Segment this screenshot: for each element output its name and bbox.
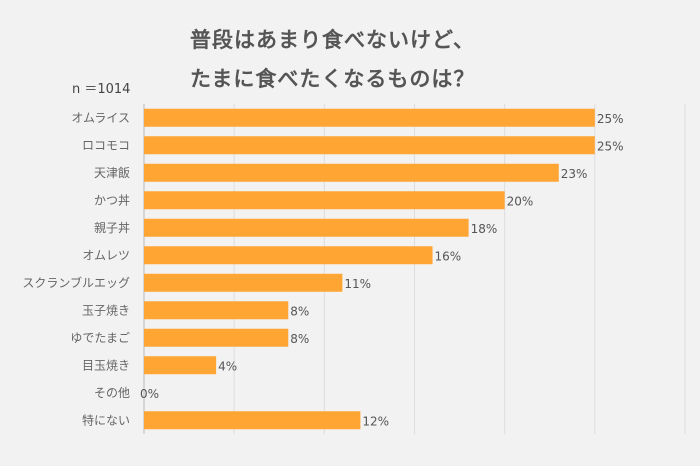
category-label: オムレツ	[82, 248, 130, 262]
value-label: 11%	[344, 277, 371, 291]
bar	[144, 218, 469, 237]
value-label: 25%	[597, 112, 624, 126]
value-label: 23%	[561, 167, 588, 181]
bar	[144, 163, 559, 182]
category-label: 目玉焼き	[82, 358, 130, 372]
category-label: ゆでたまご	[70, 330, 130, 345]
bar	[144, 136, 595, 155]
value-label: 12%	[362, 414, 389, 428]
value-label: 16%	[435, 249, 462, 263]
chart-title-line-2: たまに食べたくなるものは？	[190, 67, 476, 91]
value-label: 0%	[140, 387, 159, 401]
category-label: 特にない	[82, 412, 130, 427]
bar	[144, 301, 289, 320]
value-label: 20%	[507, 194, 534, 208]
category-label: 親子丼	[94, 221, 130, 235]
value-label: 8%	[290, 332, 309, 346]
category-label: オムライス	[71, 111, 130, 125]
value-label: 4%	[218, 359, 237, 373]
bar	[144, 356, 217, 375]
bar	[144, 273, 343, 292]
chart-title-line-1: 普段はあまり食べないけど、	[190, 28, 475, 52]
bar	[144, 328, 289, 347]
bar	[144, 191, 505, 210]
bar	[144, 246, 433, 265]
value-label: 8%	[290, 304, 309, 318]
category-label: 天津飯	[94, 165, 130, 180]
value-label: 25%	[597, 139, 624, 153]
sample-size: n ＝1014	[72, 82, 131, 97]
category-label: かつ丼	[94, 193, 130, 207]
category-label: スクランブルエッグ	[22, 275, 130, 290]
category-label: その他	[94, 386, 130, 400]
category-label: 玉子焼き	[82, 303, 130, 317]
value-label: 18%	[471, 222, 498, 236]
category-label: ロコモコ	[82, 138, 130, 152]
bar	[144, 108, 595, 127]
bar	[144, 411, 361, 430]
